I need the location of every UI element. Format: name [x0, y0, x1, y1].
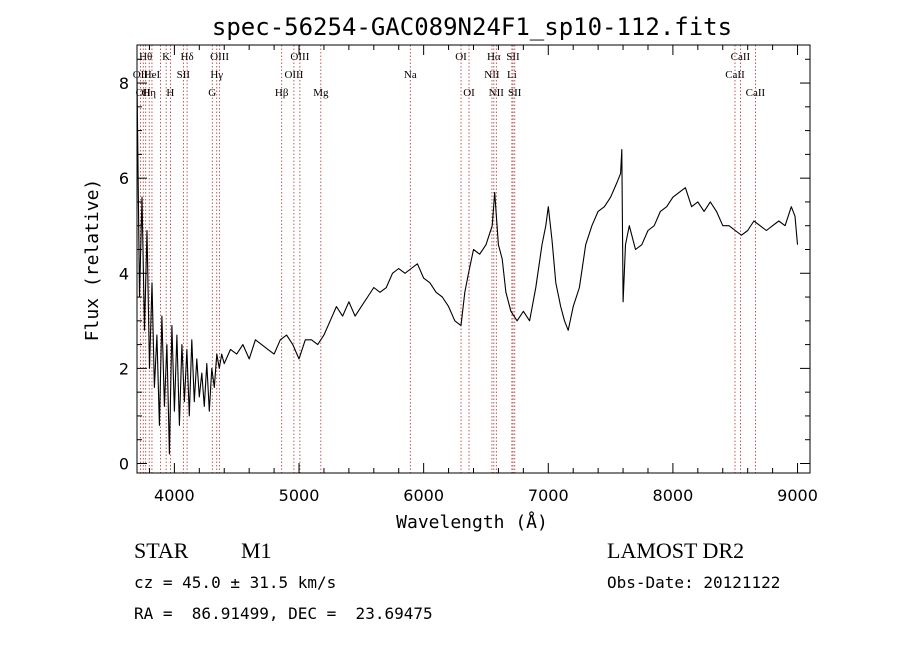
line-label-13: Hβ: [275, 87, 289, 99]
line-label-18: OI: [455, 51, 467, 63]
x-tick-label-7000: 7000: [528, 486, 569, 505]
y-tick-label-2: 2: [119, 359, 129, 378]
line-label-12: OIII: [210, 51, 229, 63]
y-tick-label-0: 0: [119, 454, 129, 473]
object-type: STAR: [134, 538, 189, 563]
line-label-16: Mg: [313, 87, 329, 99]
y-tick-label-6: 6: [119, 169, 129, 188]
x-tick-label-8000: 8000: [653, 486, 694, 505]
spectrum-series: [136, 78, 799, 455]
line-label-3: Hη: [142, 87, 156, 99]
x-tick-label-5000: 5000: [279, 486, 320, 505]
line-label-11: Hγ: [210, 69, 223, 81]
line-label-10: G: [208, 87, 216, 99]
line-label-27: CaII: [731, 51, 751, 63]
line-label-21: Hα: [487, 51, 501, 63]
line-label-24: SII: [506, 51, 520, 63]
tick-labels: 4000 5000 6000 7000 8000 9000 0 2 4 6 8: [119, 74, 818, 505]
line-label-15: OIII: [290, 51, 309, 63]
x-tick-label-6000: 6000: [403, 486, 444, 505]
line-label-25: SII: [508, 87, 522, 99]
redshift-velocity: cz = 45.0 ± 31.5 km/s: [134, 573, 337, 592]
subclass: M1: [241, 538, 272, 563]
line-label-23: Li: [507, 69, 517, 81]
line-label-7: H: [166, 87, 174, 99]
line-label-6: K: [162, 51, 170, 63]
spectrum-line-0: [136, 78, 799, 455]
line-label-4: HeI: [144, 69, 161, 81]
observation-date: Obs-Date: 20121122: [607, 573, 781, 592]
line-label-2: Hθ: [139, 51, 152, 63]
line-label-22: NII: [489, 87, 505, 99]
line-label-28: CaII: [746, 87, 766, 99]
line-label-20: NII: [484, 69, 500, 81]
y-tick-label-4: 4: [119, 264, 129, 283]
y-tick-label-8: 8: [119, 74, 129, 93]
line-markers: OIIOIIHθHηHeIKHSIIHδGHγOIIIHβOIIIOIIIMgN…: [133, 45, 766, 473]
line-label-1: OII: [136, 87, 152, 99]
plot-frame: [136, 44, 811, 474]
chart-title: spec-56254-GAC089N24F1_sp10-112.fits: [212, 13, 732, 41]
axis-ticks: [137, 45, 810, 473]
line-label-8: SII: [177, 69, 191, 81]
line-label-14: OIII: [284, 69, 303, 81]
x-axis-label: Wavelength (Å): [396, 511, 548, 533]
line-label-19: OI: [463, 87, 475, 99]
y-axis-label: Flux (relative): [82, 179, 103, 342]
coordinates: RA = 86.91499, DEC = 23.69475: [134, 604, 433, 623]
x-tick-label-4000: 4000: [154, 486, 195, 505]
survey-name: LAMOST DR2: [607, 538, 745, 563]
line-label-26: CaII: [725, 69, 745, 81]
x-tick-label-9000: 9000: [777, 486, 818, 505]
line-label-17: Na: [404, 69, 417, 81]
line-label-9: Hδ: [181, 51, 194, 63]
